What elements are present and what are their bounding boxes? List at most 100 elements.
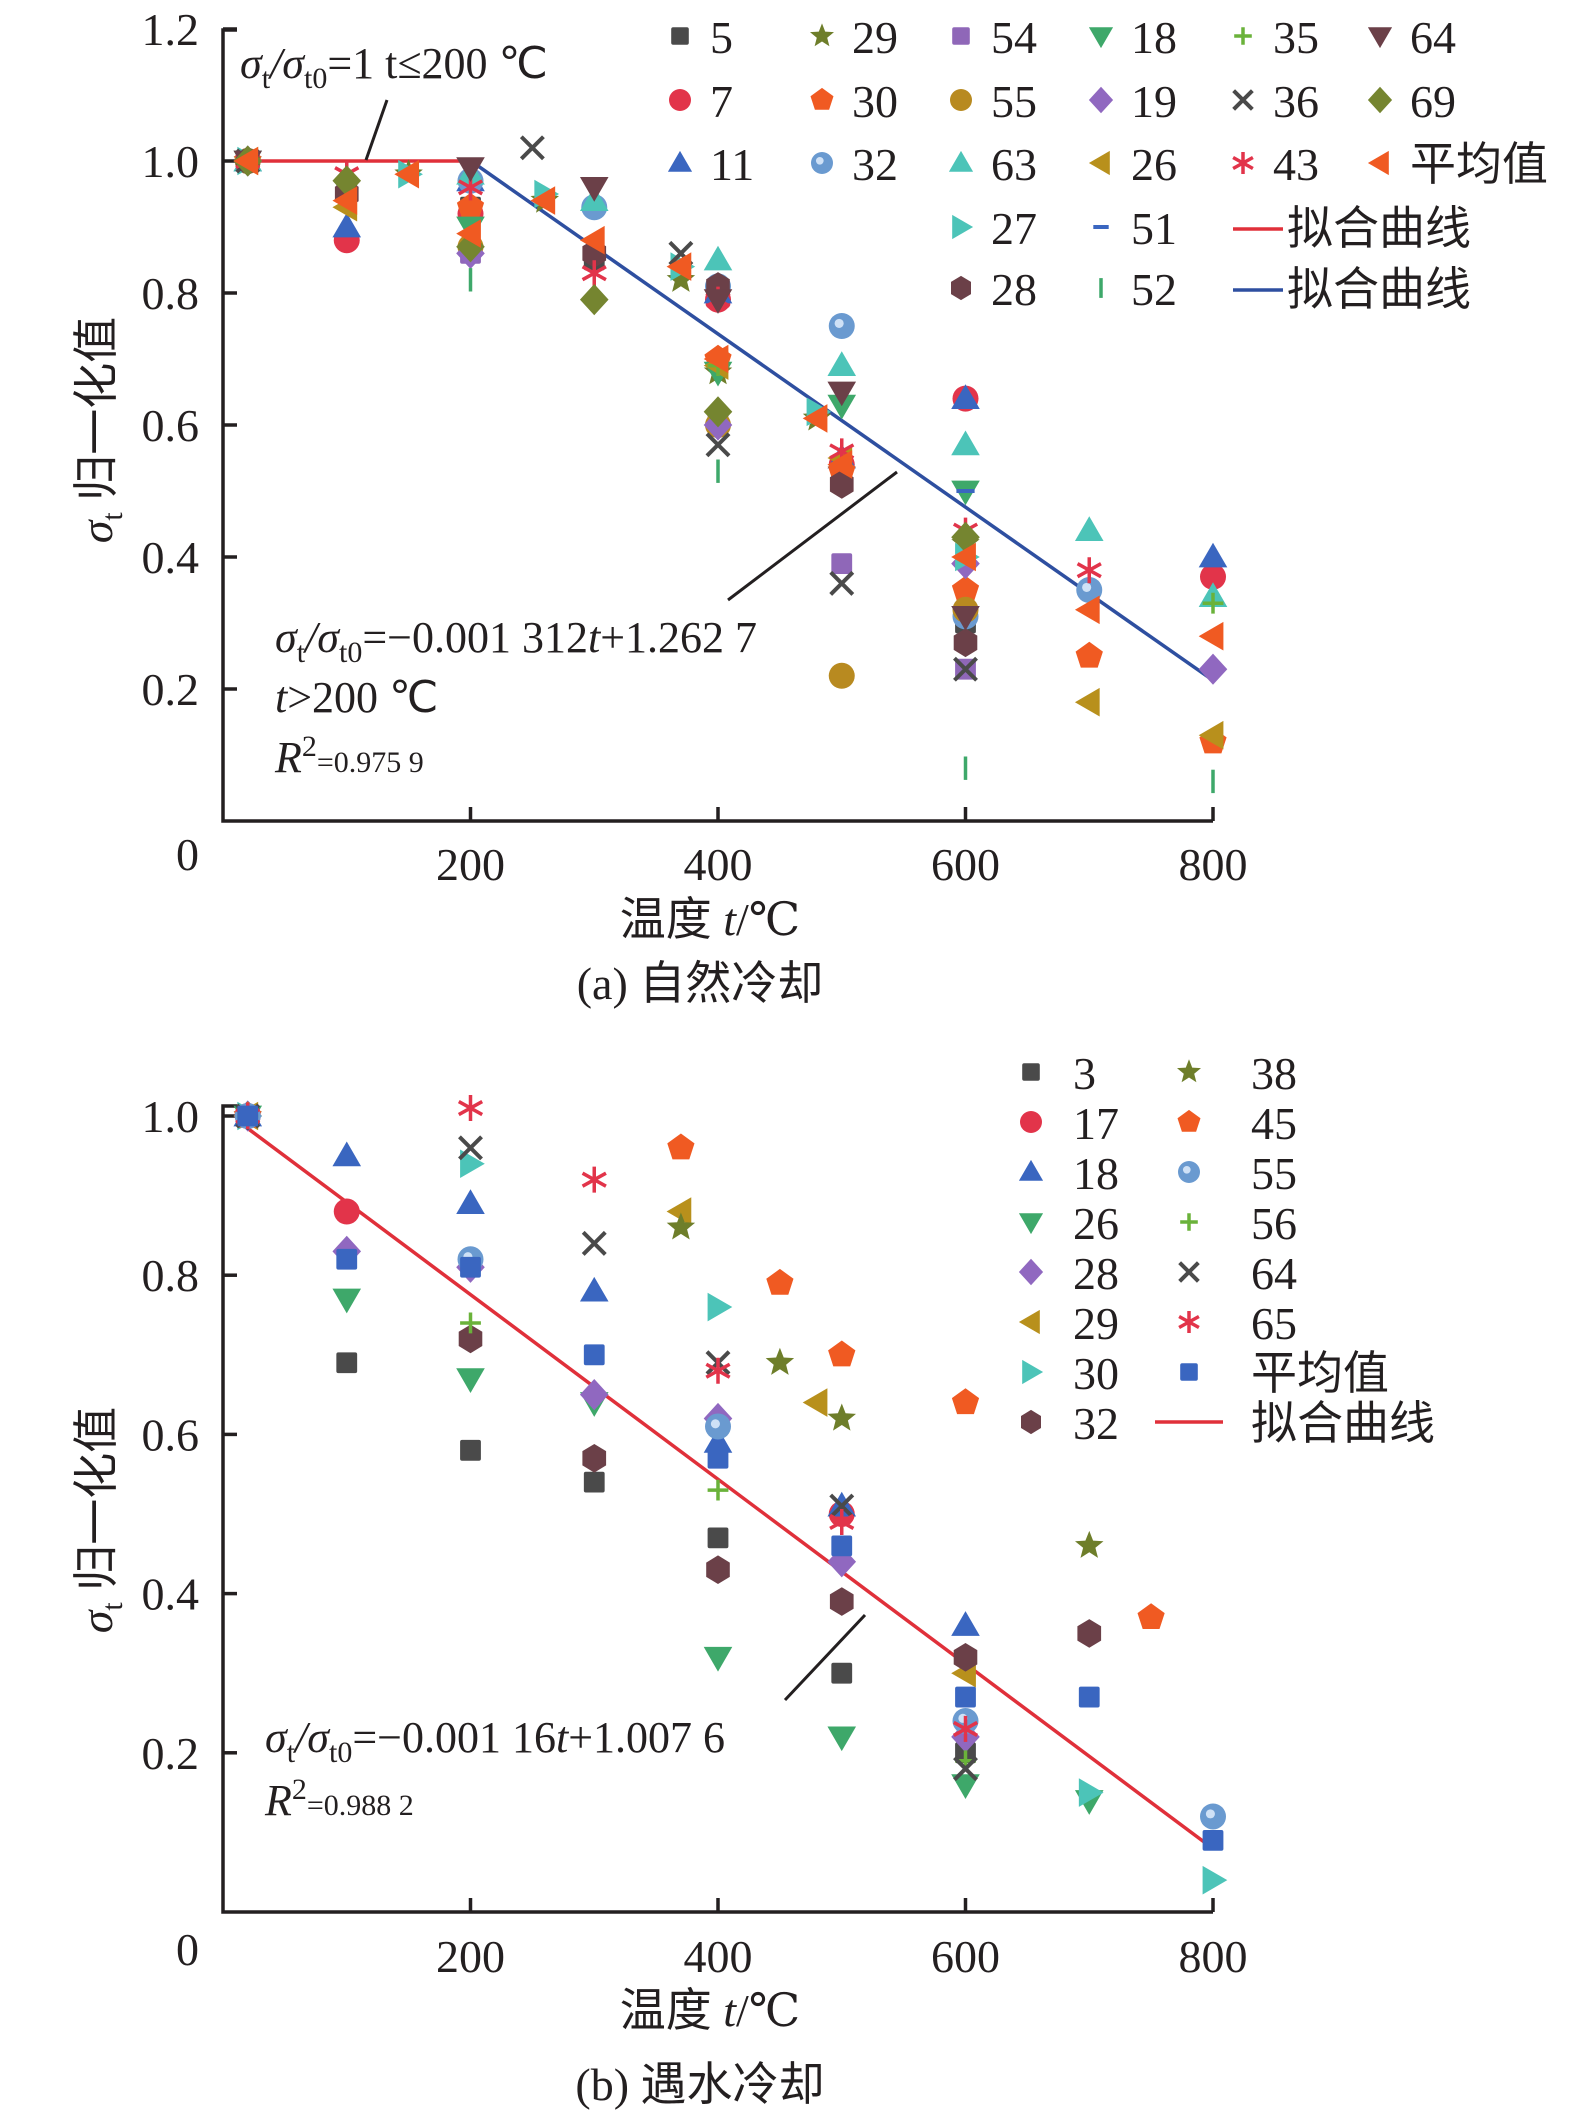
marker-pentagon (1137, 1603, 1165, 1629)
data-point (829, 1493, 855, 1519)
text-part: R (274, 733, 302, 782)
data-point (831, 553, 853, 574)
legend-label: 29 (852, 12, 898, 63)
marker-star (765, 1347, 795, 1375)
data-point (456, 192, 485, 219)
text-part: t0 (329, 1736, 352, 1769)
legend-label: 52 (1131, 264, 1177, 315)
data-point (1137, 1603, 1165, 1629)
marker-square (831, 1535, 853, 1557)
marker-triangle-down (703, 1646, 733, 1672)
legend-label: 拟合曲线 (1287, 203, 1471, 254)
data-point (1200, 563, 1226, 590)
legend-label: 平均值 (1251, 1348, 1389, 1399)
legend-marker (810, 87, 834, 110)
data-point (951, 1388, 980, 1415)
legend-label: 拟合曲线 (1287, 264, 1471, 315)
data-point (579, 1379, 609, 1411)
legend-label: 3 (1073, 1048, 1096, 1099)
legend-label: 35 (1273, 12, 1319, 63)
y-tick-label: 0.6 (142, 400, 200, 451)
data-point (460, 1439, 481, 1461)
legend-marker (1088, 150, 1110, 176)
data-point (705, 432, 731, 458)
legend-label: 7 (710, 76, 733, 127)
marker-triangle-down (579, 177, 609, 202)
legend-marker (1367, 86, 1393, 114)
text-part: t (262, 62, 271, 95)
y-tick-label: 1.2 (142, 4, 200, 55)
marker-triangle-up (579, 1276, 609, 1302)
legend-label: 27 (991, 203, 1037, 254)
data-point (579, 177, 609, 202)
marker-diamond (579, 1379, 609, 1411)
legend-marker (1020, 1111, 1042, 1133)
legend-label: 28 (1073, 1248, 1119, 1299)
x-label-part: t (723, 894, 737, 945)
data-point (707, 1479, 729, 1501)
data-point (1202, 592, 1224, 614)
legend-marker (1367, 27, 1393, 49)
legend-marker (1178, 1161, 1200, 1183)
marker-asterisk (952, 1715, 979, 1742)
origin-label: 0 (176, 1924, 199, 1975)
data-point (667, 1133, 695, 1160)
legend-marker (948, 150, 974, 172)
data-point (802, 404, 828, 433)
data-point (456, 1189, 485, 1214)
data-point (333, 1198, 360, 1225)
data-point (703, 245, 733, 271)
marker-circle (828, 662, 855, 689)
data-point (703, 396, 733, 428)
legend-label: 64 (1251, 1248, 1297, 1299)
marker-square (1022, 1063, 1040, 1081)
marker-triangle-left (1074, 687, 1100, 717)
marker-triangle-up (951, 384, 980, 409)
annotation-r2: R2=0.975 9 (274, 730, 424, 782)
legend-marker (1022, 1359, 1044, 1385)
data-point (456, 157, 485, 182)
data-point (705, 1357, 731, 1384)
marker-pentagon (1177, 1109, 1201, 1132)
legend-label: 36 (1273, 76, 1319, 127)
marker-triangle-down (703, 289, 733, 314)
data-point (1198, 653, 1228, 685)
marker-triangle-up (456, 1189, 485, 1214)
data-point (1198, 542, 1228, 568)
data-point (831, 1535, 853, 1557)
data-point (1078, 1778, 1104, 1807)
data-point (829, 570, 855, 596)
y-tick-label: 0.2 (142, 1728, 200, 1779)
x-axis-label: 温度 t/℃ (620, 894, 801, 945)
data-point (828, 662, 855, 689)
data-point (456, 219, 481, 248)
marker-pentagon (1075, 641, 1103, 668)
data-point (460, 1256, 481, 1278)
annotation-leader (727, 470, 898, 602)
legend-marker (1018, 1309, 1040, 1335)
data-point (583, 1344, 605, 1366)
marker-plus (1234, 27, 1252, 45)
marker-triangle-down (827, 1726, 857, 1752)
marker-triangle-down (456, 1368, 485, 1393)
marker-star (666, 1212, 696, 1240)
legend-label: 26 (1073, 1198, 1119, 1249)
marker-triangle-down (827, 394, 857, 420)
origin-label: 0 (176, 829, 199, 880)
annotation-r2: R2=0.988 2 (264, 1773, 414, 1825)
legend-label: 18 (1073, 1148, 1119, 1199)
data-point (802, 1388, 828, 1417)
marker-sphere-highlight (1182, 1165, 1191, 1174)
data-point (953, 1756, 978, 1782)
marker-plus (1180, 1213, 1198, 1231)
marker-triangle-down (951, 1774, 980, 1799)
data-point (951, 1611, 980, 1636)
y-tick-label: 0.4 (142, 1569, 200, 1620)
data-point (951, 606, 980, 631)
marker-square (1180, 1363, 1198, 1381)
data-point (705, 1413, 731, 1440)
marker-square (336, 1352, 358, 1374)
marker-hexagon (706, 1555, 730, 1584)
legend-marker (952, 214, 974, 240)
data-point (579, 284, 609, 316)
